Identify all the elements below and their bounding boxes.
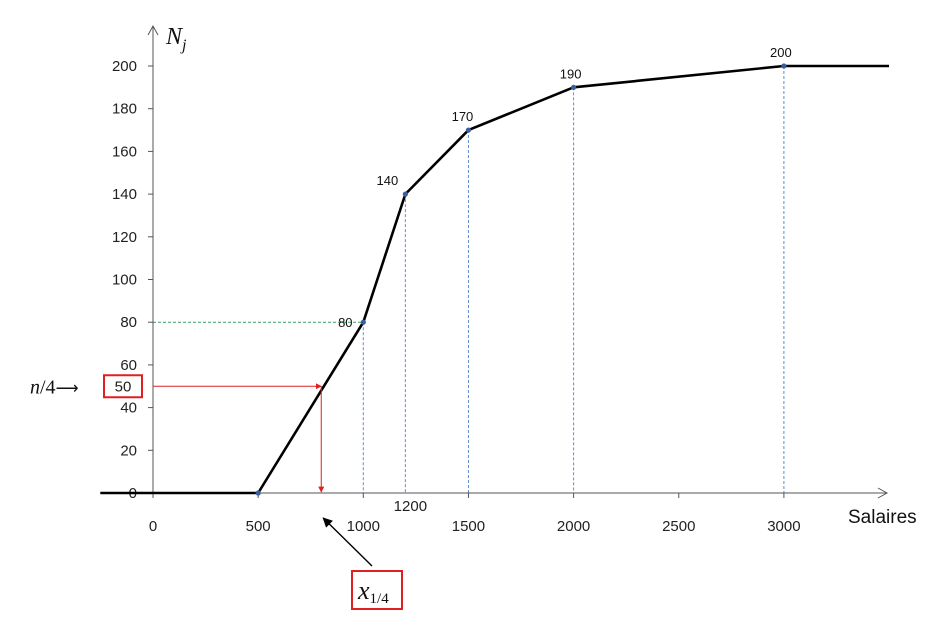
data-point	[402, 191, 408, 197]
tick-labels: 0 20 40 60 80 100 120 140 160 180 2000 500 1000 1500 2…	[112, 58, 801, 535]
x-tick-label: 500	[246, 518, 271, 535]
x-extra-label: 1200	[394, 498, 427, 515]
guide-lines	[153, 66, 785, 493]
point-label: 170	[452, 109, 474, 124]
quartile-y-label: 50	[115, 378, 132, 395]
point-label: 190	[560, 66, 582, 81]
y-tick-label: 80	[120, 314, 137, 331]
data-point	[465, 127, 472, 133]
quartile-y-box	[103, 374, 143, 399]
y-tick-label: 120	[112, 229, 137, 246]
y-tick-label: 20	[120, 442, 137, 459]
y-tick-label: 140	[112, 186, 137, 203]
point-label: 200	[770, 45, 792, 60]
y-axis-title: Nj	[165, 24, 187, 54]
y-tick-label: 40	[120, 400, 137, 417]
x-tick-label: 2000	[557, 518, 590, 535]
y-tick-label: 60	[120, 357, 137, 374]
point-label: 140	[377, 173, 399, 188]
y-tick-label: 200	[112, 58, 137, 75]
point-labels: 80 140 170 190 200	[338, 45, 792, 330]
x-axis-arrow	[877, 487, 889, 499]
data-point	[571, 84, 577, 90]
quartile-annotation: 50 n/4⟶ x1/4	[30, 374, 403, 610]
y-tick-label: 180	[112, 101, 137, 118]
x-tick-label: 1500	[452, 518, 485, 535]
quartile-x-box	[351, 570, 403, 610]
axes	[100, 24, 889, 499]
x-tick-label: 0	[149, 518, 157, 535]
x-tick-label: 3000	[767, 518, 800, 535]
axis-titles: Nj Salaires	[165, 24, 917, 528]
x-axis-title: Salaires	[848, 507, 917, 528]
data-markers	[255, 63, 787, 496]
y-tick-label: 160	[112, 143, 137, 160]
data-point	[360, 319, 366, 325]
quartile-pointer-arrow	[322, 517, 373, 567]
n-over-4-label: n/4⟶	[30, 376, 79, 398]
x-tick-label: 2500	[662, 518, 695, 535]
data-point	[255, 490, 261, 496]
series-lines	[100, 64, 890, 495]
y-axis-arrow	[147, 24, 159, 36]
quartile-x-label: x1/4	[357, 576, 389, 607]
data-point	[781, 63, 787, 69]
y-tick-label: 100	[112, 272, 137, 289]
point-label: 80	[338, 315, 352, 330]
series-line-0	[100, 64, 890, 495]
x-tick-label: 1000	[347, 518, 380, 535]
